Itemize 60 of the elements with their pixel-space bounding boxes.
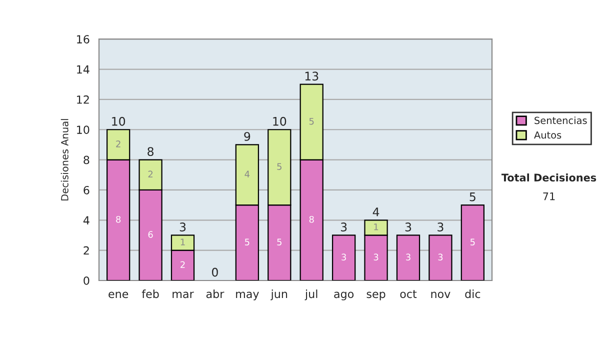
bar xyxy=(428,234,452,280)
data-label: 6 xyxy=(148,231,153,238)
x-tick-label: ene xyxy=(108,292,128,298)
text: 71 xyxy=(543,192,555,200)
y-tick-label: 14 xyxy=(77,65,90,74)
total-label: 9 xyxy=(244,132,250,141)
x-tick-label: jun xyxy=(270,290,288,300)
y-tick-label: 8 xyxy=(84,156,90,164)
x-tick-label: nov xyxy=(431,292,450,298)
bar xyxy=(332,234,356,280)
total-label: 13 xyxy=(305,72,318,81)
total-label: 5 xyxy=(470,192,476,202)
x-tick-label: jul xyxy=(304,290,318,300)
x-tick-label: abr xyxy=(206,290,224,298)
data-label: 2 xyxy=(148,170,153,178)
x-tick-label: feb xyxy=(142,290,159,298)
data-label: 3 xyxy=(374,254,378,260)
total-label: 10 xyxy=(273,116,286,126)
data-label: 1 xyxy=(374,224,378,230)
legend-label: Autos xyxy=(534,131,562,139)
data-label: 8 xyxy=(116,216,121,223)
total-label: 0 xyxy=(212,268,218,277)
data-label: 5 xyxy=(309,118,314,125)
x-tick-label: sep xyxy=(366,292,386,300)
total-label: 10 xyxy=(112,116,126,126)
data-label: 2 xyxy=(180,261,185,268)
total-label: 3 xyxy=(438,222,444,232)
y-tick-label: 2 xyxy=(84,246,89,255)
data-label: 5 xyxy=(277,163,282,170)
y-axis-title: Decisiones Anual xyxy=(60,119,68,200)
y-tick-label: 4 xyxy=(83,216,90,224)
data-label: 4 xyxy=(244,170,250,178)
data-label: 3 xyxy=(438,254,443,260)
data-label: 1 xyxy=(180,238,185,246)
x-tick-label: ago xyxy=(334,292,354,300)
y-tick-label: 10 xyxy=(77,126,90,134)
y-tick-label: 6 xyxy=(84,186,90,194)
x-tick-label: may xyxy=(236,292,259,300)
bar xyxy=(396,234,420,280)
data-label: 2 xyxy=(116,140,120,148)
x-tick-label: mar xyxy=(172,292,194,298)
bar xyxy=(460,204,484,280)
data-label: 3 xyxy=(406,254,410,260)
data-label: 5 xyxy=(277,238,282,246)
y-tick-label: 12 xyxy=(77,95,89,104)
x-tick-label: dic xyxy=(465,290,480,298)
data-label: 5 xyxy=(245,238,250,246)
x-tick-label: oct xyxy=(400,290,417,298)
total-label: 3 xyxy=(405,222,412,232)
text: Total Decisiones xyxy=(501,173,596,182)
total-label: 8 xyxy=(148,147,154,156)
total-label: 4 xyxy=(372,208,380,216)
data-label: 5 xyxy=(470,238,475,246)
y-tick-label: 0 xyxy=(84,276,90,285)
total-label: 3 xyxy=(340,222,347,232)
data-label: 3 xyxy=(342,254,346,260)
data-label: 8 xyxy=(309,216,314,223)
legend-label: Sentencias xyxy=(534,116,587,124)
y-tick-label: 16 xyxy=(77,35,90,44)
total-label: 3 xyxy=(180,222,186,232)
